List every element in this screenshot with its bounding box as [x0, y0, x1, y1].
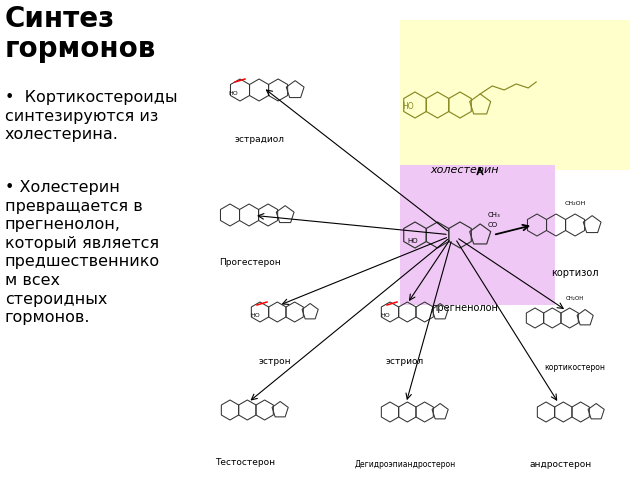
Text: Синтез
гормонов: Синтез гормонов	[5, 5, 156, 63]
Text: HO: HO	[380, 313, 390, 318]
Text: кортизол: кортизол	[551, 268, 599, 278]
Text: эстриол: эстриол	[386, 357, 424, 366]
Text: Дегидроэпиандростерон: Дегидроэпиандростерон	[355, 460, 456, 469]
Text: Тестостерон: Тестостерон	[215, 458, 275, 467]
Text: CH₃: CH₃	[488, 212, 500, 218]
Text: HO: HO	[228, 91, 237, 96]
Text: CH₂OH: CH₂OH	[564, 201, 586, 206]
Text: HO: HO	[407, 238, 418, 244]
Text: прегненолон: прегненолон	[431, 303, 499, 313]
Text: CH₂OH: CH₂OH	[566, 296, 584, 301]
Text: CO: CO	[488, 222, 498, 228]
Text: • Холестерин
превращается в
прегненолон,
который является
предшественнико
м всех: • Холестерин превращается в прегненолон,…	[5, 180, 160, 325]
Bar	[400, 165, 555, 305]
Text: кортикостерон: кортикостерон	[545, 363, 605, 372]
Text: эстрон: эстрон	[259, 357, 291, 366]
Text: андростерон: андростерон	[530, 460, 592, 469]
Text: холестерин: холестерин	[431, 165, 499, 175]
Text: эстрадиол: эстрадиол	[235, 135, 285, 144]
Text: Прогестерон: Прогестерон	[219, 258, 281, 267]
Bar	[400, 20, 630, 170]
Text: HO: HO	[250, 313, 260, 318]
Text: •  Кортикостероиды
синтезируются из
холестерина.: • Кортикостероиды синтезируются из холес…	[5, 90, 177, 142]
Text: HO: HO	[402, 102, 413, 111]
